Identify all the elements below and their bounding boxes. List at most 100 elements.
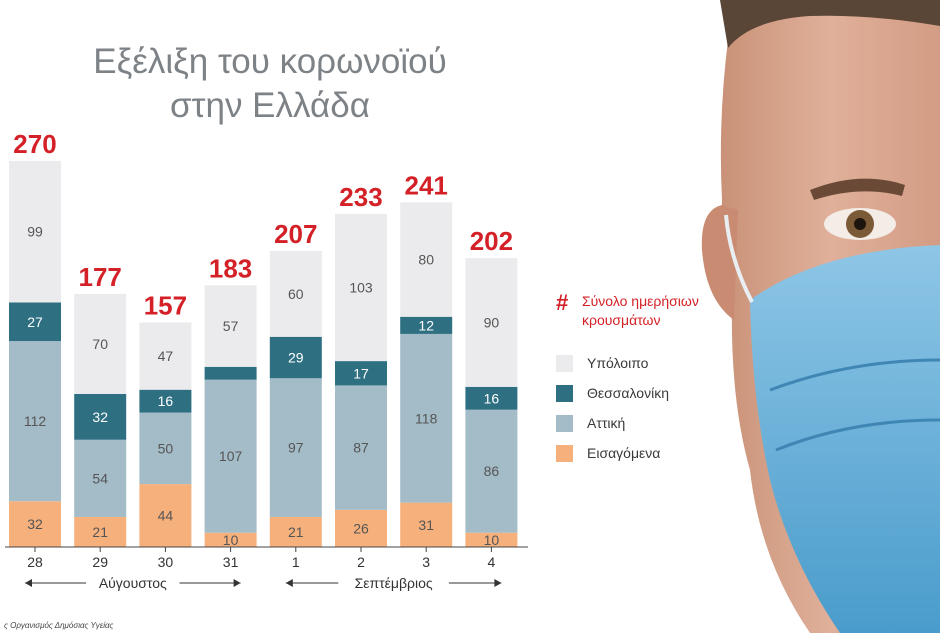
bar-value-label: 70 — [92, 336, 108, 352]
legend-total-symbol: # — [556, 290, 569, 315]
bar-segment — [335, 213, 387, 362]
stacked-bar-chart: 3211227992702821543270177294450164715730… — [5, 129, 528, 591]
legend-label: Εισαγόμενα — [587, 445, 661, 461]
bar-segment — [465, 258, 518, 387]
bar-segment — [335, 361, 387, 386]
bar-segment — [139, 412, 192, 485]
bar-segment — [465, 532, 518, 547]
x-tick-label: 28 — [27, 554, 43, 570]
bar-total-label: 207 — [274, 219, 317, 249]
x-tick-label: 4 — [488, 554, 496, 570]
legend-swatch — [556, 384, 573, 402]
legend-item: Αττική — [556, 408, 716, 438]
bar-segment — [400, 316, 453, 334]
bar-value-label: 10 — [223, 532, 239, 548]
bar-segment — [139, 484, 192, 547]
bar-segment — [269, 336, 322, 379]
bar-segment — [400, 202, 453, 317]
bar-value-label: 44 — [158, 508, 174, 524]
bar-value-label: 16 — [484, 390, 500, 406]
bar-segment — [204, 285, 257, 367]
legend-swatch — [556, 444, 573, 462]
mask-strap — [724, 214, 754, 303]
bar-total-label: 202 — [470, 226, 513, 256]
bar-value-label: 60 — [288, 286, 304, 302]
bar-total-label: 241 — [405, 170, 448, 200]
bar-total-label: 233 — [339, 182, 382, 212]
month-arrow-right — [233, 579, 241, 587]
x-tick-label: 30 — [158, 554, 174, 570]
bar-value-label: 118 — [415, 410, 438, 426]
bar-value-label: 32 — [92, 409, 108, 425]
chart-title-line-1: Εξέλιξη του κορωνοϊού — [93, 42, 447, 81]
legend-series-list: Υπόλοιπο Θεσσαλονίκη Αττική Εισαγόμενα — [556, 348, 716, 468]
bar-segment — [9, 302, 61, 342]
bar-total-label: 177 — [79, 262, 122, 292]
legend-label: Υπόλοιπο — [587, 355, 649, 371]
legend-label: Θεσσαλονίκη — [587, 385, 669, 401]
bar-value-label: 17 — [353, 365, 369, 381]
hair-shape — [720, 0, 940, 48]
bar-total-label: 270 — [13, 129, 56, 159]
month-arrow-left — [285, 579, 293, 587]
x-tick-label: 1 — [292, 554, 300, 570]
masked-man-photo — [701, 0, 940, 633]
bar-segment — [335, 509, 387, 547]
bar-segment — [74, 393, 127, 440]
bar-value-label: 31 — [418, 517, 434, 533]
month-group-label: Σεπτέμβριος — [355, 575, 433, 591]
bar-value-label: 21 — [288, 524, 304, 540]
bar-value-label: 99 — [27, 224, 43, 240]
bar-segment — [9, 501, 61, 547]
legend-item: Εισαγόμενα — [556, 438, 716, 468]
bar-value-label: 86 — [484, 463, 500, 479]
legend-total: # Σύνολο ημερήσιων κρουσμάτων — [556, 292, 716, 330]
legend-label: Αττική — [587, 415, 626, 431]
bar-segment — [269, 378, 322, 517]
x-tick-label: 3 — [422, 554, 430, 570]
eyebrow-shape — [810, 178, 905, 200]
bar-value-label: 87 — [353, 440, 369, 456]
legend-total-label: Σύνολο ημερήσιων κρουσμάτων — [582, 293, 699, 328]
bar-value-label: 16 — [158, 393, 174, 409]
bar-value-label: 10 — [484, 532, 500, 548]
month-group-label: Αύγουστος — [99, 575, 167, 591]
bar-value-label: 54 — [92, 470, 108, 486]
month-arrow-right — [494, 579, 502, 587]
legend-item: Υπόλοιπο — [556, 348, 716, 378]
bar-segment — [269, 250, 322, 337]
bar-total-label: 157 — [144, 290, 187, 320]
source-note: ς Οργανισμός Δημόσιας Υγείας — [4, 621, 114, 630]
bar-segment — [139, 389, 192, 413]
legend-swatch — [556, 354, 573, 372]
bar-segment — [335, 385, 387, 510]
bar-value-label: 80 — [418, 252, 434, 268]
bar-segment — [204, 532, 257, 547]
bar-value-label: 32 — [27, 516, 43, 532]
bar-value-label: 50 — [158, 440, 174, 456]
x-tick-label: 29 — [92, 554, 108, 570]
month-arrow-left — [25, 579, 32, 587]
bar-segment — [139, 322, 192, 390]
bar-value-label: 103 — [349, 279, 373, 295]
chart-title-line-2: στην Ελλάδα — [170, 86, 370, 125]
bar-segment — [400, 333, 453, 503]
mask-shape — [750, 245, 940, 633]
x-tick-label: 31 — [223, 554, 239, 570]
bar-value-label: 26 — [353, 520, 369, 536]
bar-segment — [204, 379, 257, 533]
mask-pleat-2 — [775, 418, 940, 452]
bar-segment — [74, 516, 127, 547]
bar-value-label: 47 — [158, 348, 174, 364]
bar-value-label: 29 — [288, 350, 304, 366]
bar-segment — [9, 160, 61, 303]
legend-item: Θεσσαλονίκη — [556, 378, 716, 408]
legend-swatch — [556, 414, 573, 432]
eye-pupil — [854, 218, 866, 230]
bar-segment — [269, 516, 322, 547]
chart-title: Εξέλιξη του κορωνοϊού στην Ελλάδα — [40, 40, 500, 128]
bar-segment — [204, 366, 257, 380]
x-tick-label: 2 — [357, 554, 365, 570]
mask-pleat-1 — [769, 358, 940, 392]
chart-legend: # Σύνολο ημερήσιων κρουσμάτων Υπόλοιπο Θε… — [556, 292, 716, 468]
